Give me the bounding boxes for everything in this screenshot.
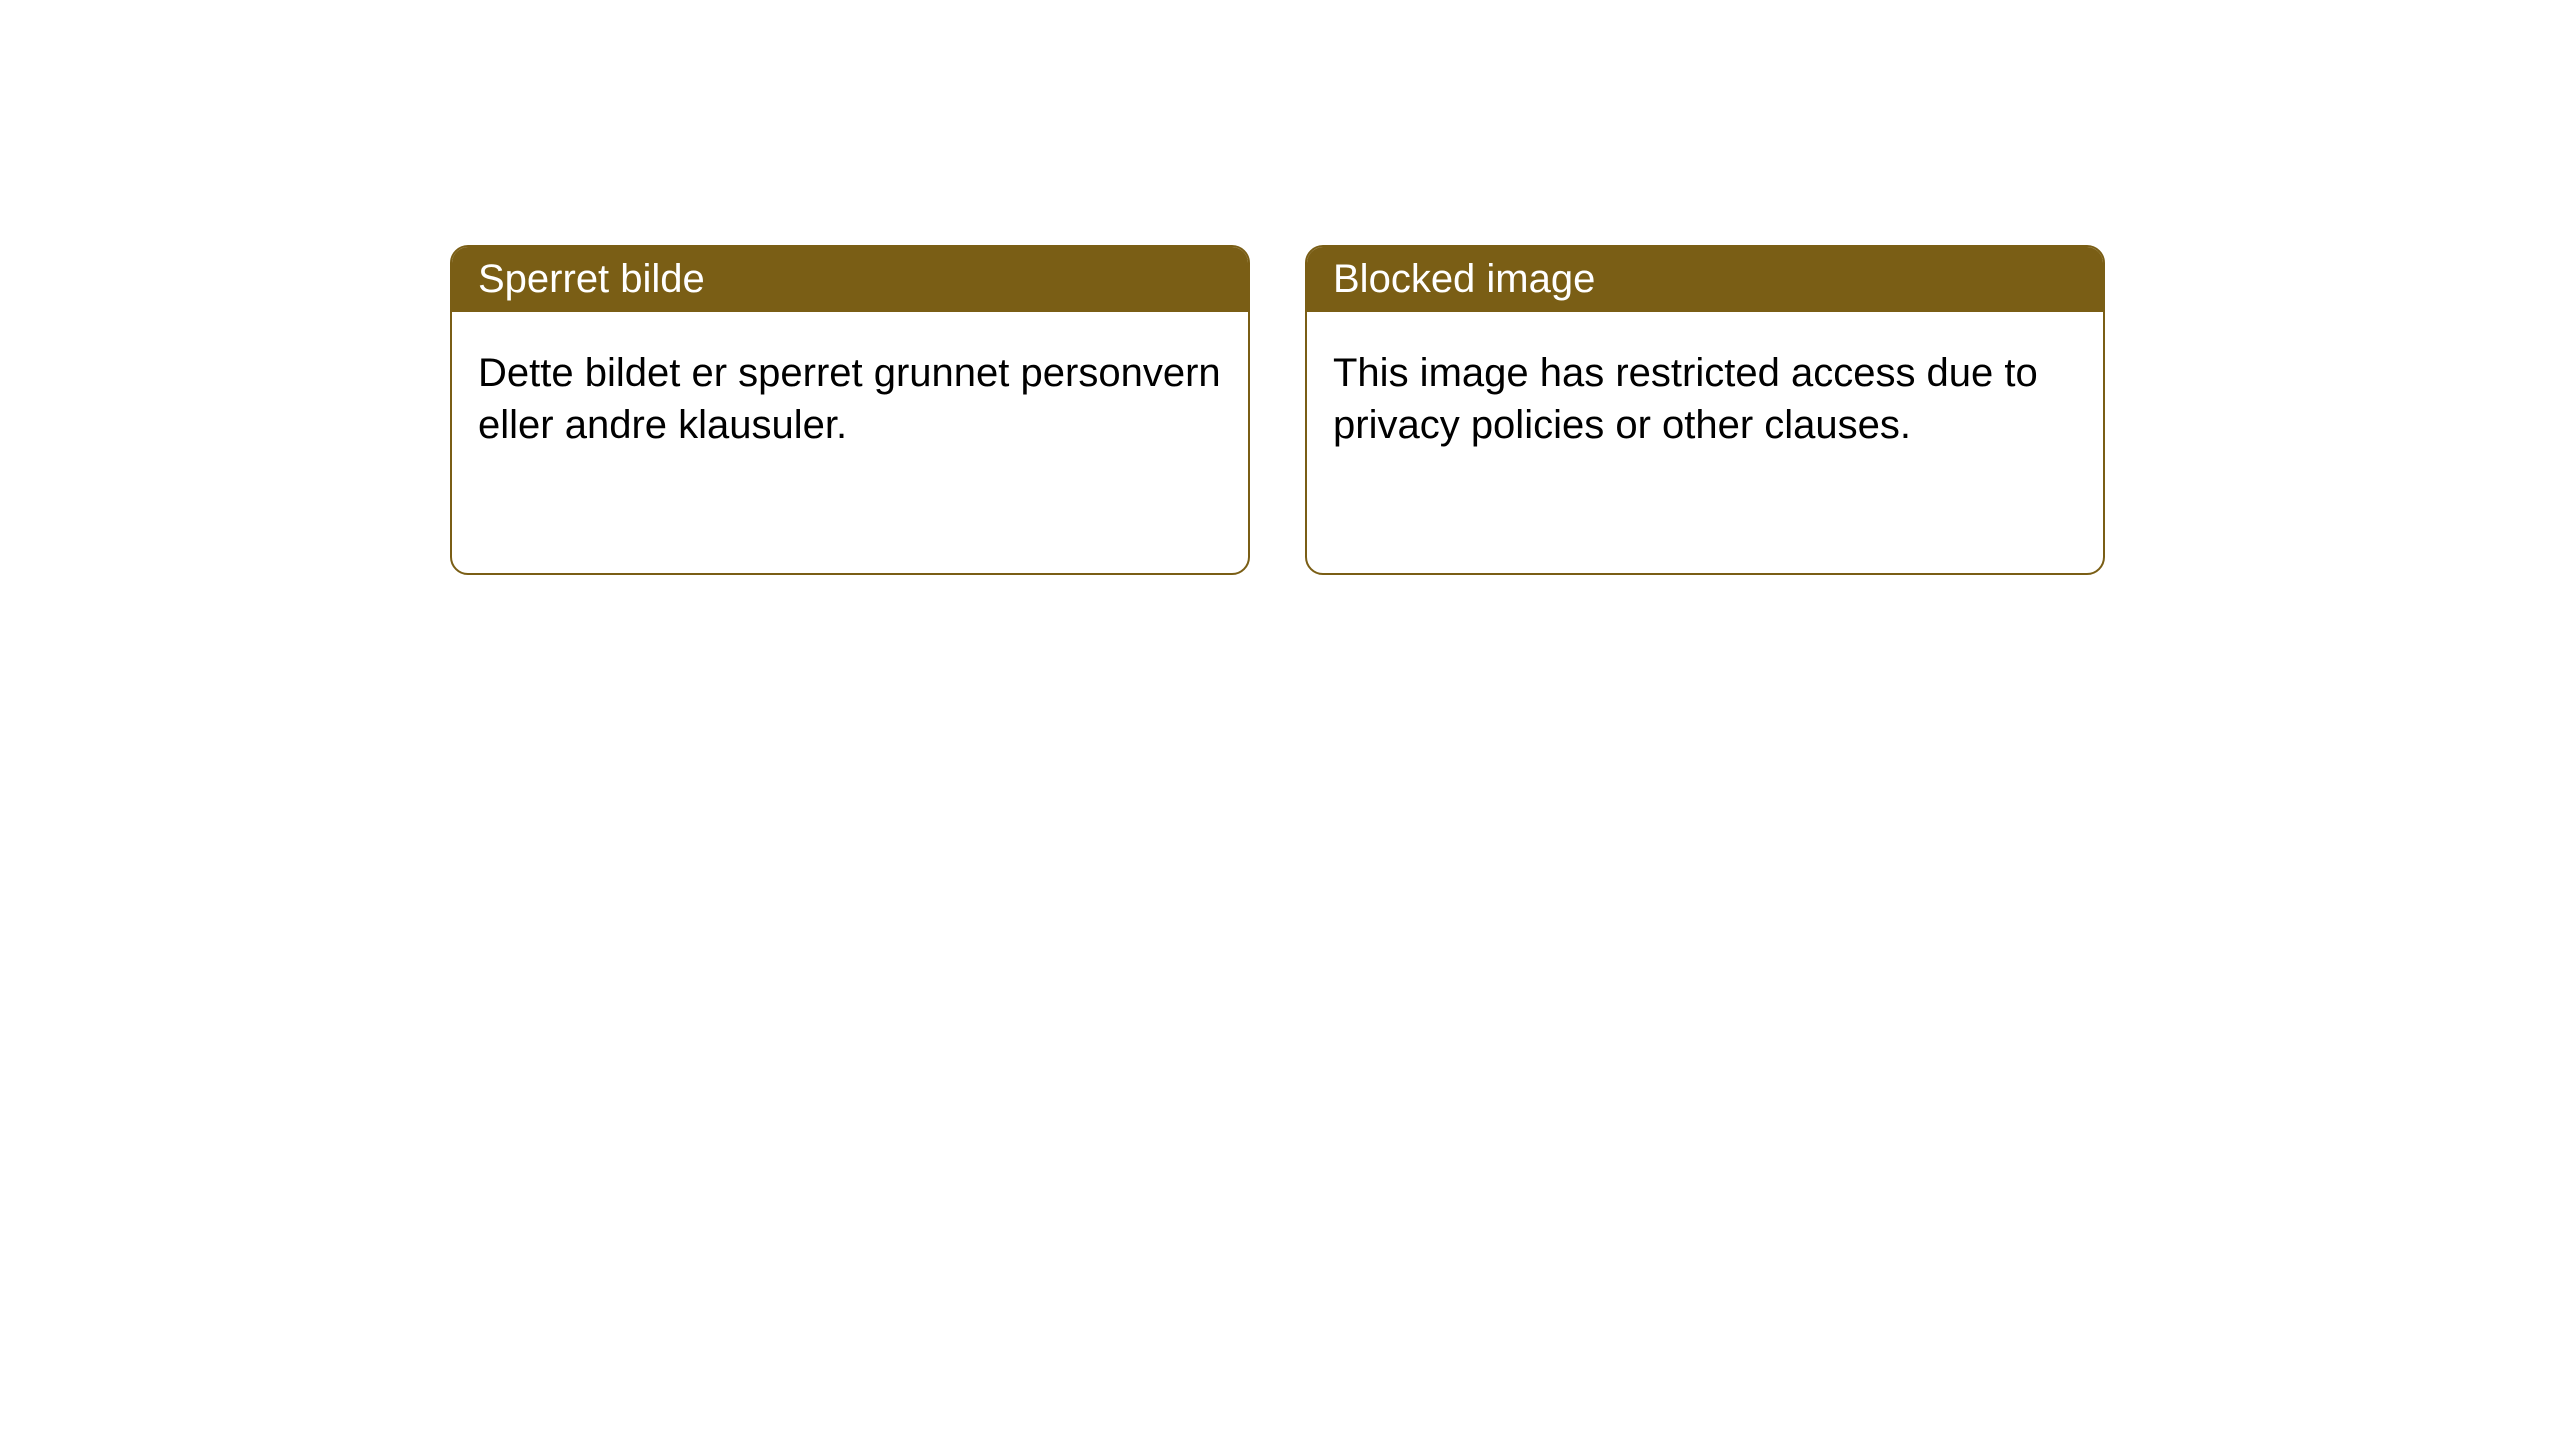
card-body-norwegian: Dette bildet er sperret grunnet personve… xyxy=(452,312,1248,486)
card-title-english: Blocked image xyxy=(1333,257,1595,301)
card-text-english: This image has restricted access due to … xyxy=(1333,351,2038,447)
cards-container: Sperret bilde Dette bildet er sperret gr… xyxy=(450,245,2105,575)
card-header-norwegian: Sperret bilde xyxy=(452,247,1248,312)
card-text-norwegian: Dette bildet er sperret grunnet personve… xyxy=(478,351,1221,447)
card-title-norwegian: Sperret bilde xyxy=(478,257,705,301)
card-english: Blocked image This image has restricted … xyxy=(1305,245,2105,575)
card-body-english: This image has restricted access due to … xyxy=(1307,312,2103,486)
card-header-english: Blocked image xyxy=(1307,247,2103,312)
card-norwegian: Sperret bilde Dette bildet er sperret gr… xyxy=(450,245,1250,575)
